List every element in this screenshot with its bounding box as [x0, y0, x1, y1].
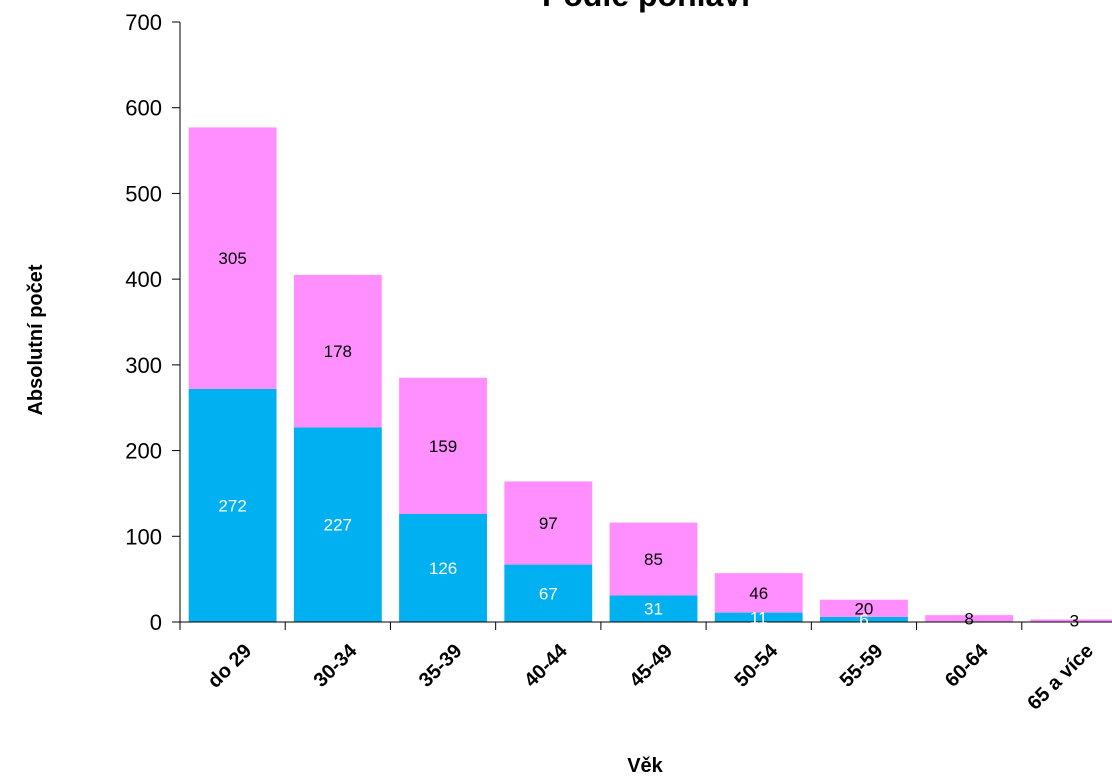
data-label-series2-2: 159 [429, 437, 457, 456]
x-tick-label-6: 55-59 [836, 640, 888, 692]
bar-series2-8 [1030, 619, 1112, 622]
bar-series1-5 [714, 612, 803, 622]
x-tick-label-7: 60-64 [941, 639, 993, 691]
x-tick-label-2: 35-39 [415, 640, 467, 692]
bar-series1-0 [188, 388, 277, 622]
bar-series2-4 [609, 522, 698, 596]
data-label-series2-6: 20 [854, 599, 873, 618]
bar-series2-3 [504, 481, 593, 565]
bar-series2-2 [399, 377, 487, 514]
y-tick-label-7: 700 [125, 10, 162, 35]
data-labels-group: 272 305 227 178 126 159 67 97 31 85 11 46 620 8 3 [218, 249, 1079, 631]
y-tick-label-2: 200 [125, 439, 162, 464]
y-tick-label-0: 0 [150, 610, 162, 635]
data-label-series1-5: 11 [750, 608, 768, 627]
x-tick-label-0: do 29 [204, 640, 257, 693]
bar-series1-3 [504, 564, 593, 622]
data-label-series2-8: 3 [1070, 612, 1079, 631]
data-label-series1-2: 126 [429, 559, 457, 578]
data-label-series2-3: 97 [539, 514, 558, 533]
data-label-series1-1: 227 [324, 516, 352, 535]
bar-series1-4 [609, 595, 698, 622]
bar-series1-6 [820, 616, 908, 622]
data-label-series1-3: 67 [539, 584, 558, 603]
y-tick-label-4: 400 [125, 267, 162, 292]
bar-series2-6 [820, 599, 908, 617]
y-axis-title: Absolutní počet [25, 264, 47, 415]
data-label-series2-5: 46 [749, 584, 768, 603]
chart-title: Podle pohlaví [542, 0, 751, 13]
y-tick-label-1: 100 [125, 524, 162, 549]
data-label-series2-4: 85 [644, 550, 663, 569]
data-label-series1-0: 272 [218, 496, 246, 515]
bar-series2-0 [188, 127, 277, 389]
bar-series1-2 [399, 514, 487, 622]
data-label-series2-7: 8 [964, 610, 973, 629]
bar-series1-1 [293, 427, 382, 622]
bar-series2-5 [714, 573, 803, 613]
y-tick-label-6: 600 [125, 96, 162, 121]
x-axis-title: Věk [627, 755, 663, 777]
x-tick-label-3: 40-44 [520, 639, 572, 691]
bars-group [188, 127, 1112, 622]
data-label-series2-1: 178 [324, 342, 352, 361]
x-tick-label-1: 30-34 [310, 639, 362, 691]
data-label-series2-0: 305 [218, 249, 246, 268]
bar-series2-1 [293, 274, 382, 428]
bar-series2-7 [925, 615, 1014, 622]
x-tick-label-4: 45-49 [625, 640, 677, 692]
x-tick-label-8: 65 a více [1023, 640, 1098, 715]
y-tick-label-5: 500 [125, 181, 162, 206]
data-label-series1-4: 31 [644, 600, 663, 619]
x-tick-label-5: 50-54 [731, 639, 783, 691]
y-tick-label-3: 300 [125, 353, 162, 378]
data-label-series1-6: 6 [859, 610, 868, 629]
